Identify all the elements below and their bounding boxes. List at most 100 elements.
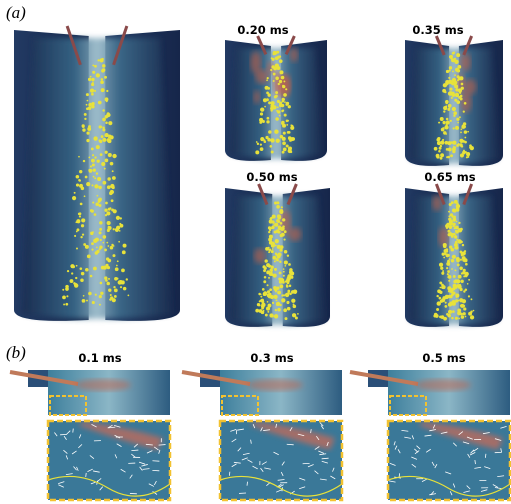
particle — [272, 58, 275, 61]
particle — [464, 102, 467, 105]
particle — [462, 256, 466, 260]
particle — [440, 117, 444, 121]
particle — [120, 217, 122, 219]
render — [14, 26, 180, 321]
particle — [269, 313, 273, 317]
particle — [452, 300, 456, 304]
particle — [284, 230, 287, 233]
particle — [88, 125, 91, 128]
particle — [289, 268, 293, 272]
particle — [267, 311, 269, 313]
particle — [78, 156, 80, 158]
particle — [92, 201, 94, 203]
particle — [450, 154, 453, 157]
particle — [450, 213, 453, 216]
particle — [451, 268, 453, 270]
particle — [271, 250, 274, 253]
particle — [112, 170, 114, 172]
particle — [288, 146, 292, 150]
particle — [283, 271, 285, 273]
particle — [290, 276, 293, 279]
particle — [282, 151, 285, 154]
particle — [88, 78, 91, 81]
particle — [443, 110, 445, 112]
particle — [440, 267, 443, 270]
particle — [450, 120, 452, 122]
particle — [98, 186, 101, 189]
particle — [450, 232, 452, 234]
particle — [91, 93, 94, 96]
particle — [454, 200, 458, 204]
particle — [275, 117, 279, 121]
particle — [115, 267, 119, 271]
particle — [105, 121, 108, 124]
particle — [101, 78, 103, 80]
particle — [110, 135, 114, 139]
particle — [268, 226, 271, 229]
particle — [278, 226, 282, 230]
particle — [443, 106, 447, 110]
particle — [65, 303, 68, 306]
particle — [460, 305, 462, 307]
particle — [297, 313, 299, 315]
particle — [267, 301, 269, 303]
particle — [259, 121, 262, 124]
render — [225, 184, 330, 327]
particle — [266, 120, 269, 123]
particle — [445, 100, 449, 104]
particle — [459, 267, 463, 271]
particle — [462, 299, 466, 303]
particle — [268, 130, 272, 134]
particle — [86, 93, 89, 96]
particle — [82, 128, 85, 131]
particle — [462, 251, 466, 255]
particle — [88, 157, 90, 159]
particle — [446, 148, 449, 151]
particle — [443, 257, 445, 259]
particle — [96, 73, 100, 77]
particle — [439, 287, 441, 289]
particle — [279, 272, 282, 275]
particle — [71, 280, 73, 282]
particle — [261, 311, 265, 315]
hot-region — [247, 379, 303, 391]
frame-time: 0.5 ms — [422, 351, 465, 365]
particle — [279, 115, 281, 117]
particle — [99, 228, 102, 231]
particle — [290, 151, 292, 153]
particle — [473, 310, 475, 312]
particle — [283, 93, 287, 97]
particle — [451, 58, 455, 62]
particle — [79, 170, 82, 173]
particle — [98, 200, 101, 203]
particle — [452, 150, 455, 153]
particle — [102, 109, 104, 111]
particle — [84, 118, 86, 120]
particle — [468, 295, 470, 297]
particle — [96, 246, 98, 248]
particle — [438, 302, 440, 304]
particle — [442, 286, 444, 288]
particle — [283, 268, 285, 270]
particle — [120, 224, 124, 228]
particle — [451, 93, 455, 97]
particle — [260, 296, 262, 298]
particle — [456, 144, 459, 147]
particle — [120, 286, 122, 288]
particle — [449, 66, 452, 69]
particle — [448, 215, 450, 217]
particle — [264, 276, 267, 279]
particle — [454, 269, 456, 271]
particle — [280, 284, 284, 288]
particle — [463, 312, 466, 315]
particle — [282, 98, 285, 101]
frame-time: 0.50 ms — [246, 170, 297, 184]
panel-label: (b) — [6, 343, 26, 362]
particle — [84, 195, 86, 197]
particle — [460, 313, 463, 316]
particle — [117, 260, 119, 262]
particle — [460, 153, 464, 157]
particle — [468, 279, 470, 281]
particle — [262, 120, 265, 123]
particle — [265, 136, 268, 139]
